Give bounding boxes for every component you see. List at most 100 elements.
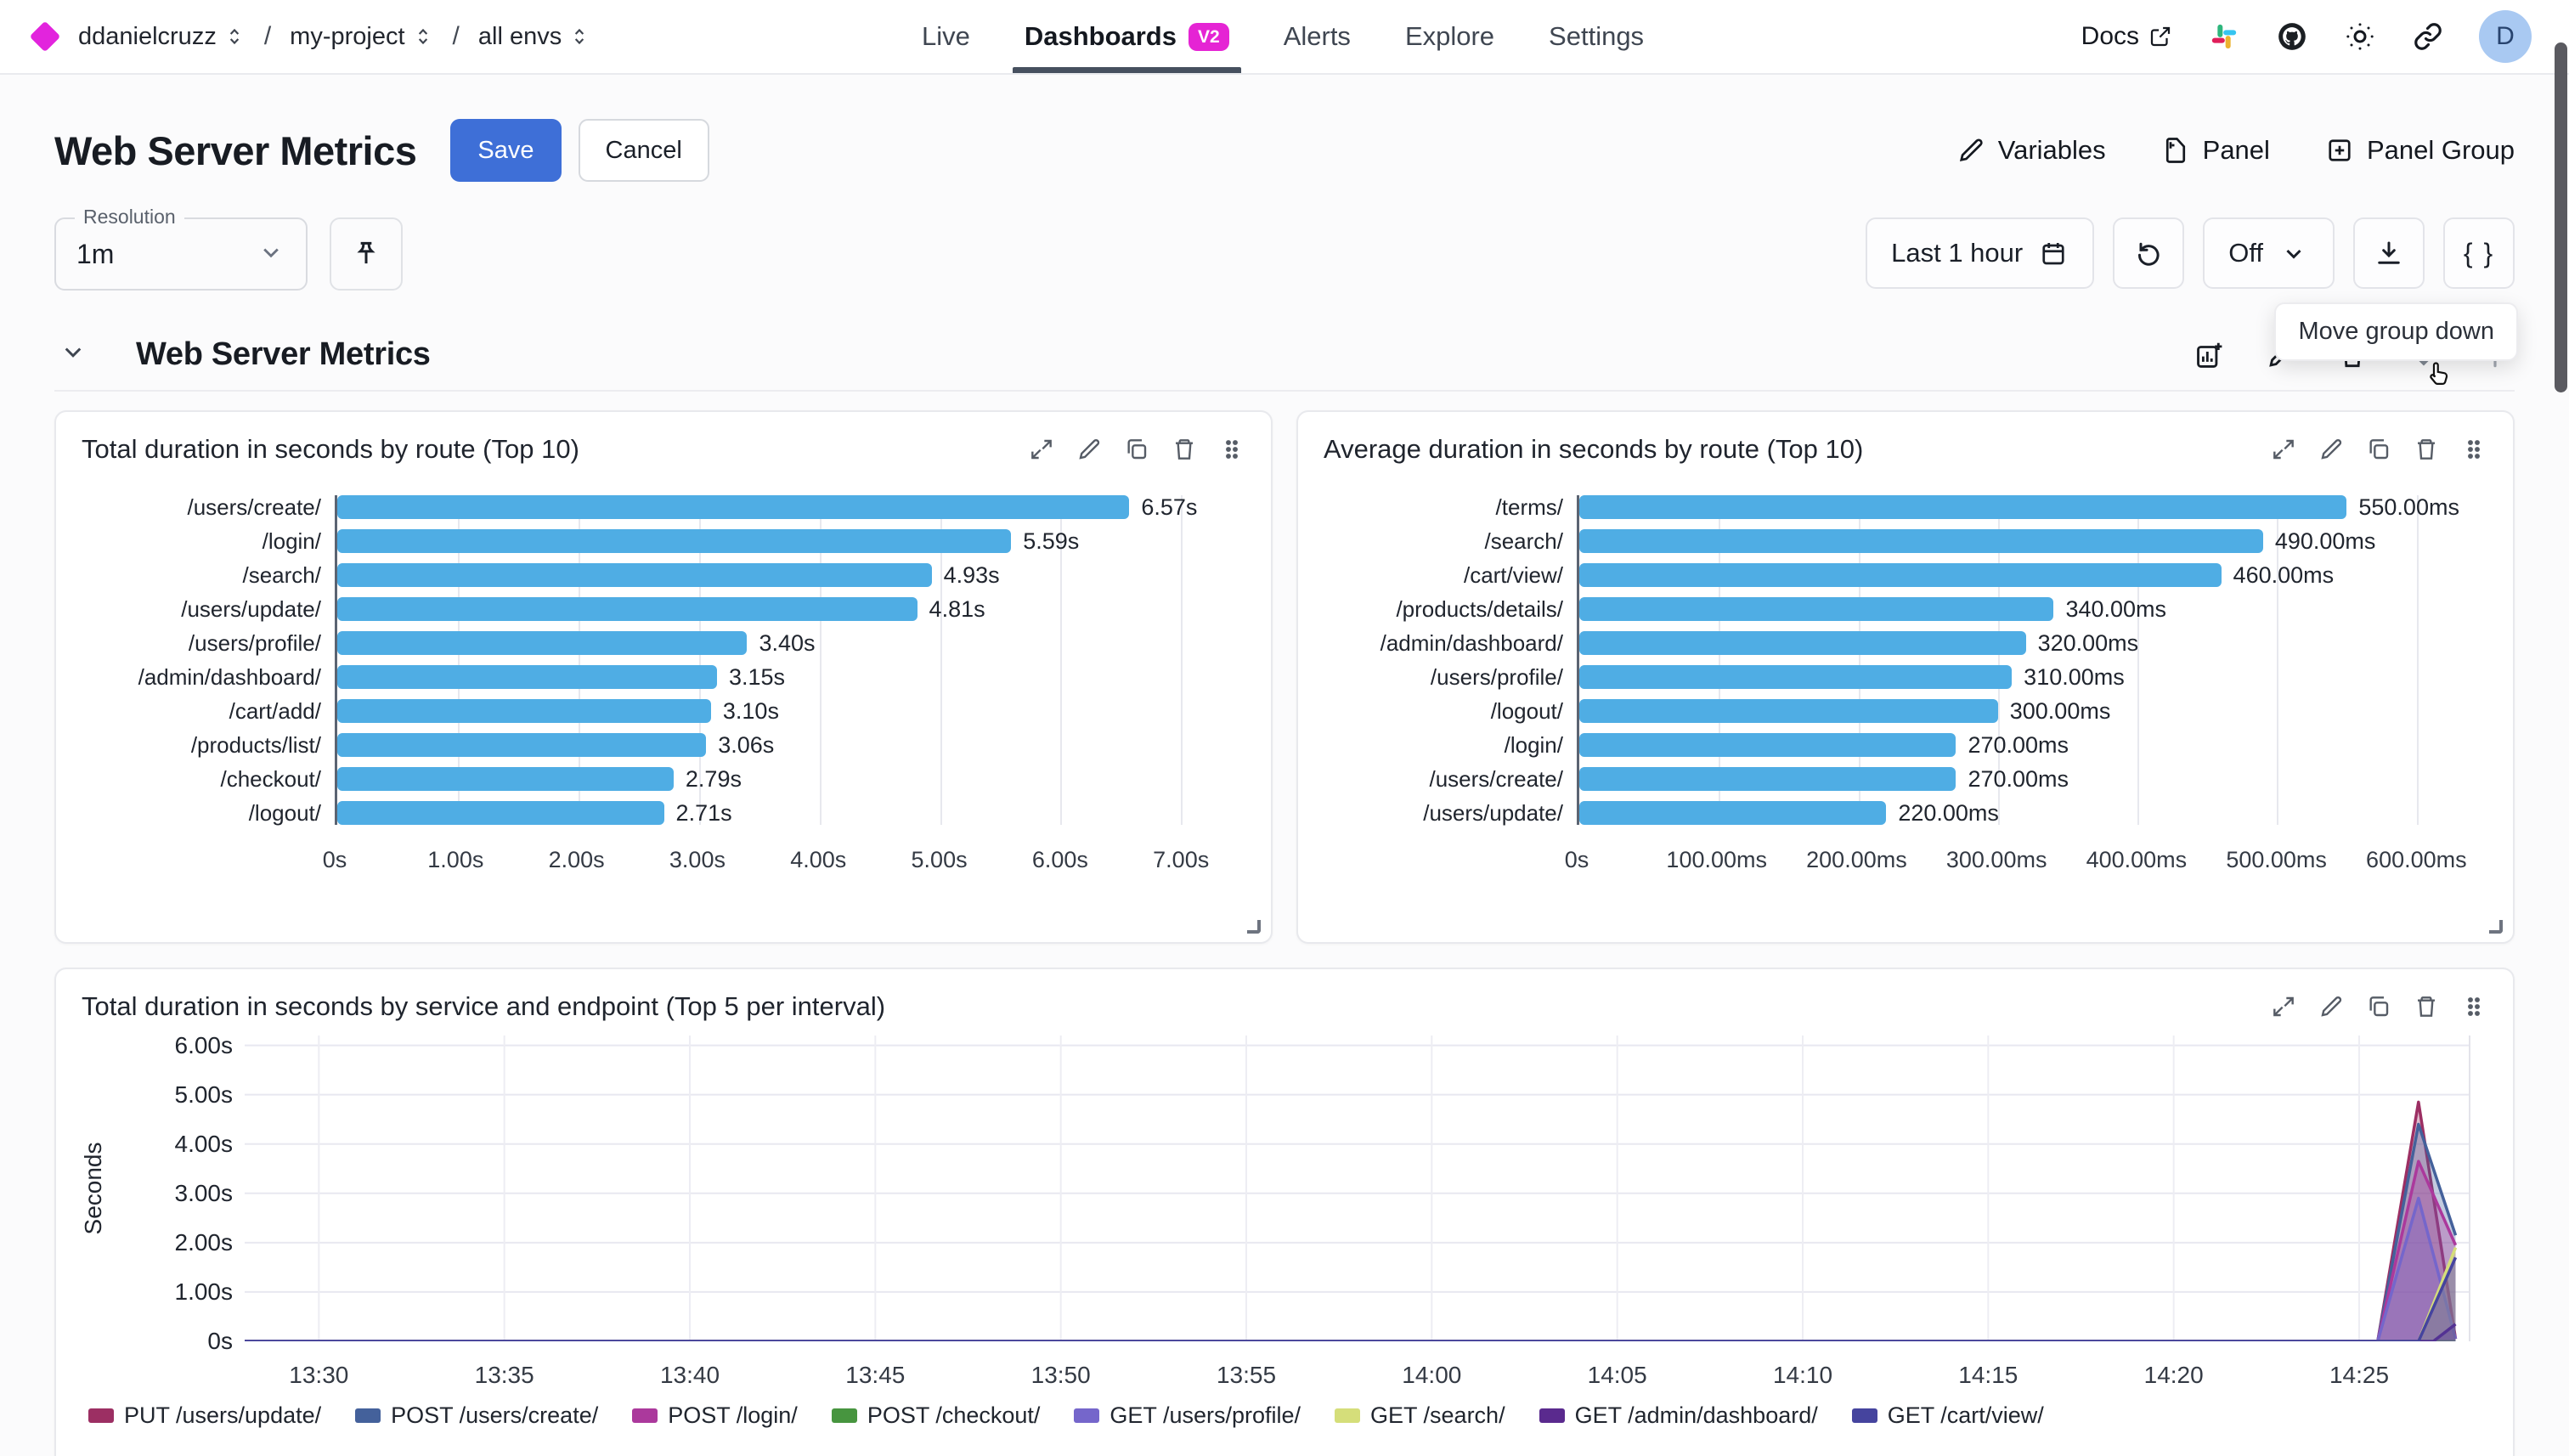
cancel-button[interactable]: Cancel (578, 119, 709, 182)
legend-label: PUT /users/update/ (124, 1402, 322, 1428)
github-icon[interactable] (2275, 20, 2309, 54)
bar-row[interactable]: 4.93s (337, 562, 1223, 588)
x-tick-label: 100.00ms (1666, 847, 1768, 872)
panel-title: Total duration in seconds by route (Top … (82, 434, 579, 464)
drag-handle-icon[interactable] (2460, 993, 2487, 1020)
panel-resize-handle[interactable] (1247, 920, 1261, 934)
slack-icon[interactable] (2207, 20, 2241, 54)
bar-row[interactable]: 300.00ms (1579, 698, 2465, 724)
legend-item[interactable]: PUT /users/update/ (88, 1402, 321, 1429)
bar-row[interactable]: 2.71s (337, 800, 1223, 826)
bar-row[interactable]: 3.10s (337, 697, 1223, 724)
expand-icon[interactable] (1028, 436, 1055, 463)
bar-category-label: /users/update/ (181, 596, 321, 622)
bar-row[interactable]: 220.00ms (1579, 800, 2465, 826)
bar-row[interactable]: 3.06s (337, 732, 1223, 758)
duplicate-panel-icon[interactable] (2365, 993, 2392, 1020)
bar-value-label: 4.93s (943, 562, 1000, 588)
nav-tab-live[interactable]: Live (921, 21, 970, 51)
bar-row[interactable]: 490.00ms (1579, 528, 2465, 554)
x-tick-label: 3.00s (669, 847, 726, 872)
bar-row[interactable]: 270.00ms (1579, 766, 2465, 792)
collapse-group-chevron-icon[interactable] (58, 337, 88, 372)
bar-row[interactable]: 550.00ms (1579, 494, 2465, 520)
nav-tab-explore[interactable]: Explore (1404, 21, 1495, 51)
theme-toggle-icon[interactable] (2343, 20, 2377, 54)
updown-chevron-icon (575, 28, 584, 45)
time-range-button[interactable]: Last 1 hour (1866, 217, 2095, 289)
legend-item[interactable]: GET /search/ (1335, 1402, 1505, 1429)
breadcrumb-env-selector[interactable]: all envs (478, 23, 590, 51)
drag-handle-icon[interactable] (2460, 436, 2487, 463)
bar-value-label: 460.00ms (2233, 562, 2335, 588)
bar-row[interactable]: 2.79s (337, 766, 1223, 792)
json-view-button[interactable]: { } (2443, 217, 2515, 289)
bar-row[interactable]: 320.00ms (1579, 630, 2465, 656)
gridline (1719, 495, 1721, 825)
docs-link[interactable]: Docs (2081, 22, 2173, 51)
legend-item[interactable]: GET /cart/view/ (1851, 1402, 2044, 1429)
auto-refresh-select[interactable]: Off (2203, 217, 2335, 289)
add-chart-icon[interactable] (2194, 339, 2226, 371)
y-tick-label: 2.00s (174, 1228, 234, 1256)
refresh-button[interactable] (2113, 217, 2185, 289)
bar-value-label: 3.10s (722, 697, 779, 724)
save-button[interactable]: Save (450, 119, 562, 182)
bar-row[interactable]: 5.59s (337, 528, 1223, 554)
bar-row[interactable]: 4.81s (337, 596, 1223, 622)
delete-panel-icon[interactable] (1171, 436, 1198, 463)
x-tick-label: 7.00s (1153, 847, 1210, 872)
legend-item[interactable]: GET /admin/dashboard/ (1539, 1402, 1818, 1429)
delete-panel-icon[interactable] (2413, 993, 2440, 1020)
delete-panel-icon[interactable] (2413, 436, 2440, 463)
resolution-select[interactable]: Resolution 1m (54, 206, 308, 291)
breadcrumb-project-selector[interactable]: my-project (290, 23, 433, 51)
legend-item[interactable]: POST /checkout/ (831, 1402, 1040, 1429)
bar (1579, 597, 2054, 621)
add-panel-group-button[interactable]: Panel Group (2324, 135, 2515, 166)
download-button[interactable] (2353, 217, 2425, 289)
header-actions: Variables Panel Panel Group (1956, 135, 2515, 166)
expand-icon[interactable] (2270, 436, 2297, 463)
variables-button[interactable]: Variables (1956, 135, 2106, 166)
bar (337, 597, 918, 621)
bar-row[interactable]: 3.40s (337, 630, 1223, 656)
move-group-down-tooltip: Move group down (2274, 302, 2518, 361)
bar-row[interactable]: 3.15s (337, 664, 1223, 690)
duplicate-panel-icon[interactable] (1123, 436, 1150, 463)
drag-handle-icon[interactable] (1218, 436, 1245, 463)
bar (1579, 529, 2263, 553)
line-chart-y-axis: Seconds 0s 1.00s 2.00s 3.00s 4.00s 5.00s 6.00s (70, 1032, 245, 1354)
gridline (2277, 495, 2279, 825)
page-scrollbar-thumb[interactable] (2555, 42, 2567, 392)
bar (337, 563, 932, 587)
bar-row[interactable]: 6.57s (337, 494, 1223, 520)
nav-tab-dashboards[interactable]: Dashboards V2 (1012, 0, 1241, 73)
breadcrumb-org-selector[interactable]: ddanielcruzz (78, 23, 246, 51)
edit-panel-icon[interactable] (1076, 436, 1103, 463)
bar-row[interactable]: 310.00ms (1579, 664, 2465, 690)
legend-item[interactable]: GET /users/profile/ (1074, 1402, 1301, 1429)
user-avatar[interactable]: D (2479, 10, 2532, 63)
expand-icon[interactable] (2270, 993, 2297, 1020)
bar-row[interactable]: 270.00ms (1579, 731, 2465, 758)
duplicate-panel-icon[interactable] (2365, 436, 2392, 463)
bar-value-label: 270.00ms (1968, 731, 2069, 758)
pin-resolution-button[interactable] (330, 217, 403, 291)
dashboard-header: Web Server Metrics Save Cancel Variables… (54, 119, 2515, 182)
share-link-icon[interactable] (2411, 20, 2445, 54)
bar-row[interactable]: 340.00ms (1579, 596, 2465, 622)
edit-panel-icon[interactable] (2318, 993, 2345, 1020)
breadcrumb-project-label: my-project (290, 22, 405, 50)
nav-tab-settings[interactable]: Settings (1549, 21, 1645, 51)
nav-tab-alerts[interactable]: Alerts (1283, 21, 1351, 51)
panel-resize-handle[interactable] (2489, 920, 2503, 934)
breadcrumb-separator: / (263, 22, 272, 50)
bar-row[interactable]: 460.00ms (1579, 562, 2465, 588)
edit-panel-icon[interactable] (2318, 436, 2345, 463)
legend-item[interactable]: POST /users/create/ (355, 1402, 598, 1429)
dashboard-controls: Resolution 1m Last 1 hour Off (54, 206, 2518, 361)
legend-item[interactable]: POST /login/ (632, 1402, 798, 1429)
x-tick-label: 6.00s (1031, 847, 1088, 872)
add-panel-button[interactable]: Panel (2160, 135, 2270, 166)
